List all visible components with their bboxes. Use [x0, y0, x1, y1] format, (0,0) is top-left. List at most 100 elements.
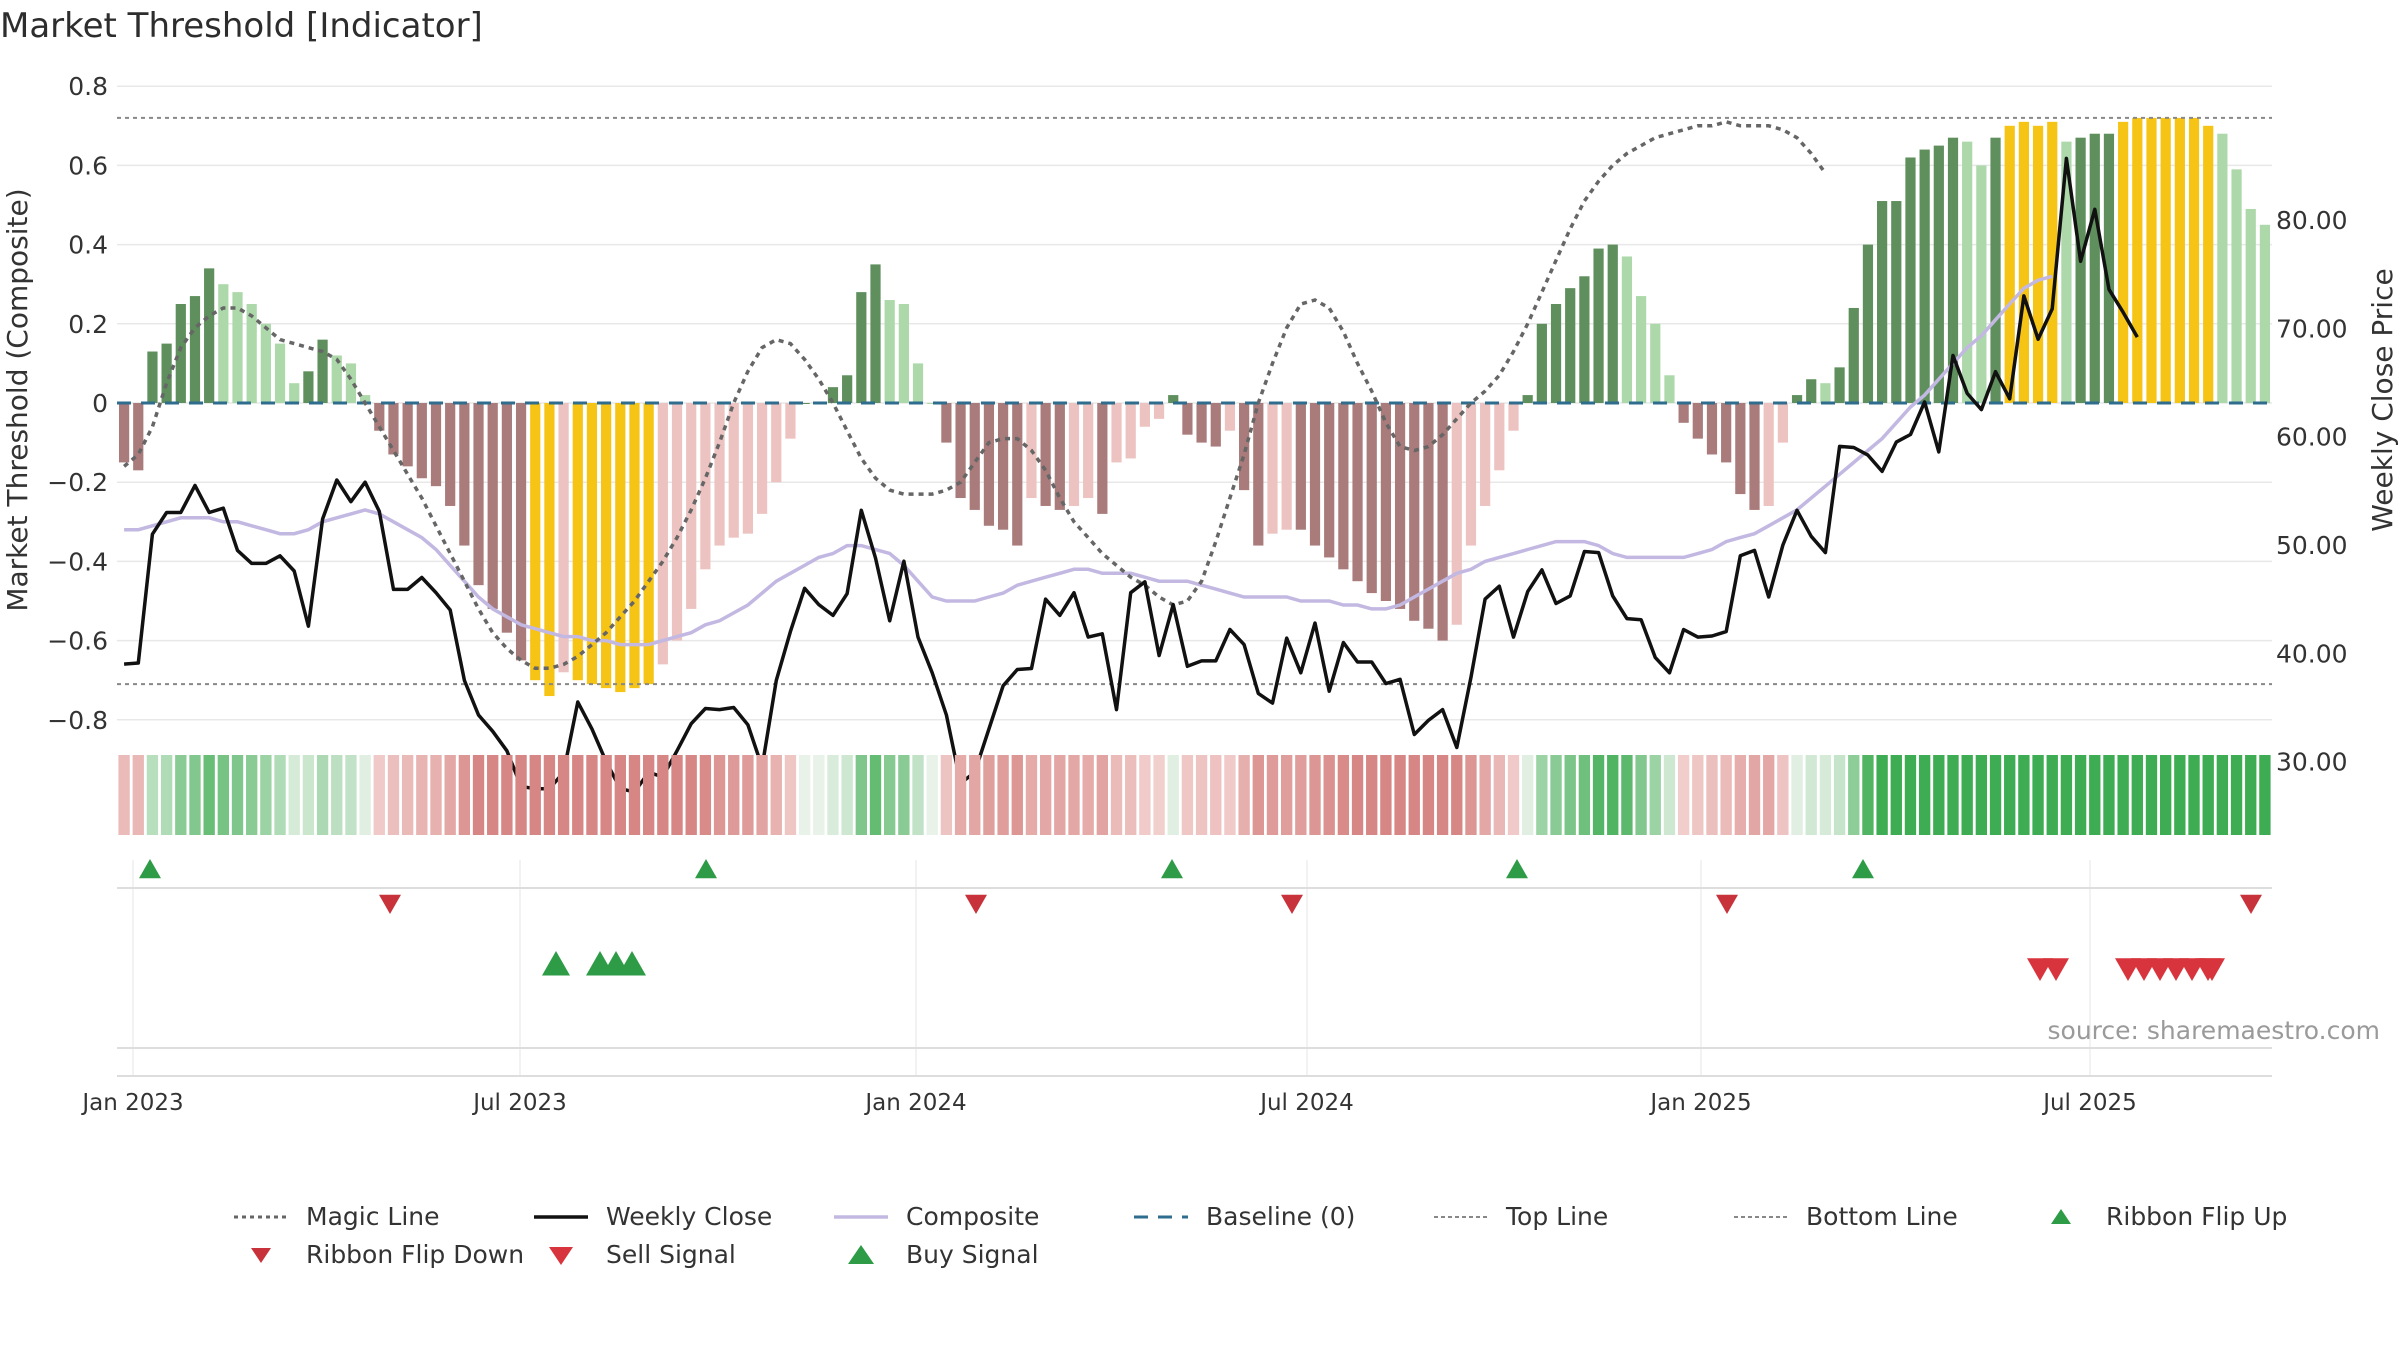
ribbon-segment	[1918, 755, 1931, 835]
composite-bar	[274, 343, 286, 403]
composite-bar	[2004, 125, 2015, 404]
composite-bar	[671, 403, 683, 641]
ribbon-segment	[387, 755, 400, 835]
composite-bar	[1352, 403, 1363, 582]
legend-label: Magic Line	[306, 1202, 440, 1231]
y-tick-label: 0.2	[68, 310, 108, 339]
composite-bar	[1068, 403, 1080, 506]
ribbon-segment	[1422, 755, 1435, 835]
composite-bar	[1635, 296, 1647, 403]
legend-symbol-close	[534, 1214, 588, 1219]
composite-bar	[2203, 125, 2214, 404]
composite-bar	[1565, 288, 1576, 403]
ribbon-segment	[2145, 755, 2158, 835]
composite-bar	[657, 403, 668, 665]
composite-bar	[1111, 403, 1122, 463]
ribbon-segment	[1493, 755, 1505, 835]
composite-bar	[572, 403, 583, 681]
x-tick-label: Jan 2025	[1648, 1090, 1751, 1116]
ribbon-segment	[1195, 755, 1208, 835]
composite-bar	[1097, 403, 1108, 514]
composite-bar	[1735, 403, 1746, 495]
composite-bar	[1196, 403, 1207, 443]
ribbon-segment	[529, 755, 541, 835]
y2-tick-label: 50.00	[2276, 531, 2348, 560]
y-tick-label: 0.8	[68, 72, 108, 101]
legend-label: Composite	[906, 1202, 1040, 1231]
legend-item-bottom: Bottom Line	[1730, 1202, 1958, 1231]
composite-bar	[686, 403, 697, 609]
ribbon-segment	[543, 755, 556, 835]
source-note: source: sharemaestro.com	[2047, 1016, 2381, 1045]
composite-bar	[487, 403, 498, 609]
ribbon-segment	[1181, 755, 1194, 835]
composite-bar	[1721, 403, 1732, 463]
ribbon-segment	[515, 755, 527, 835]
ribbon-segment	[246, 755, 258, 835]
ribbon-segment	[132, 755, 144, 835]
ribbon-flip-up-marker	[1506, 859, 1528, 879]
composite-bar	[501, 403, 512, 633]
composite-bar	[331, 355, 342, 403]
ribbon-segment	[898, 755, 910, 835]
sell-signal-marker	[2199, 958, 2225, 981]
composite-bar	[1380, 403, 1392, 601]
ribbon-segment	[1125, 755, 1137, 835]
ribbon-segment	[1507, 755, 1520, 835]
composite-bar	[1182, 403, 1193, 435]
ribbon-segment	[160, 755, 173, 835]
ribbon-segment	[146, 755, 159, 835]
composite-bar	[118, 403, 130, 463]
composite-bar	[161, 343, 172, 403]
x-tick-label: Jan 2023	[80, 1090, 183, 1116]
ribbon-segment	[1323, 755, 1335, 835]
sell-signal-marker	[2043, 958, 2069, 981]
ribbon-segment	[1252, 755, 1264, 835]
ribbon-segment	[1096, 755, 1109, 835]
ribbon-segment	[2159, 755, 2172, 835]
composite-bar	[2217, 133, 2228, 403]
ribbon-segment	[926, 755, 938, 835]
y2-tick-label: 40.00	[2276, 639, 2348, 668]
composite-bar	[1437, 403, 1448, 641]
composite-bar	[218, 284, 229, 403]
ribbon-segment	[1408, 755, 1420, 835]
ribbon-segment	[1451, 755, 1463, 835]
ribbon-segment	[940, 755, 953, 835]
ribbon-segment	[401, 755, 414, 835]
y-tick-label: −0.6	[47, 627, 108, 656]
composite-bar	[530, 403, 541, 681]
ribbon-segment	[1848, 755, 1860, 835]
composite-bar	[1536, 323, 1547, 403]
composite-bar	[1253, 403, 1264, 546]
composite-bar	[1905, 157, 1916, 403]
ribbon-segment	[1607, 755, 1619, 835]
composite-bar	[1508, 403, 1519, 431]
ribbon-segment	[472, 755, 485, 835]
composite-bar	[2089, 133, 2100, 403]
composite-bar	[374, 403, 385, 431]
ribbon-segment	[118, 755, 130, 835]
composite-bar	[643, 403, 654, 685]
ribbon-segment	[813, 755, 825, 835]
composite-bar	[2075, 137, 2086, 403]
composite-bar	[1678, 403, 1689, 423]
composite-bar	[586, 403, 598, 685]
composite-bar	[1267, 403, 1278, 534]
ribbon-segment	[1224, 755, 1236, 835]
y-tick-label: −0.2	[47, 468, 108, 497]
composite-bar	[700, 403, 711, 570]
composite-bar	[1451, 403, 1462, 625]
composite-bar	[2018, 121, 2029, 403]
ribbon-segment	[1266, 755, 1279, 835]
composite-bar	[615, 403, 626, 693]
composite-bar	[842, 375, 853, 403]
composite-bar	[246, 304, 257, 403]
composite-bar	[714, 403, 725, 546]
legend-symbol-bottom	[1734, 1215, 1788, 1218]
legend-symbol-top	[1434, 1215, 1488, 1218]
ribbon-segment	[501, 755, 513, 835]
composite-bar	[728, 403, 739, 538]
ribbon-flip-up-marker	[1852, 859, 1874, 879]
